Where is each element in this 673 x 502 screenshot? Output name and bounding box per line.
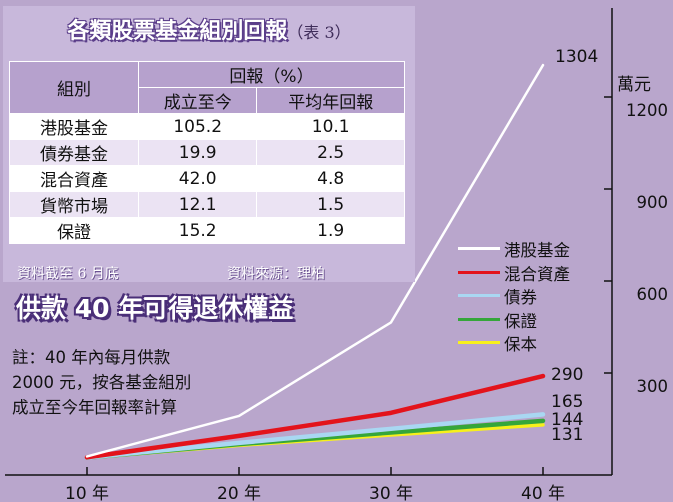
series-line (84, 373, 546, 460)
note-date: 資料截至 6 月底 (17, 266, 119, 282)
row-annual-return: 4.8 (256, 165, 405, 192)
row-since-inception: 19.9 (137, 139, 258, 166)
series-end-label: 165 (551, 392, 584, 413)
row-since-inception: 105.2 (137, 113, 258, 140)
y-tick-label: 900 (636, 193, 669, 212)
table-row: 貨幣市場 12.1 1.5 (9, 191, 405, 218)
table-row: 混合資產 42.0 4.8 (9, 165, 405, 192)
headline: 供款 40 年可得退休權益 (16, 294, 294, 323)
series-line (84, 412, 546, 460)
row-category: 保證 (9, 217, 139, 244)
table-body: 港股基金 105.2 10.1 債券基金 19.9 2.5 混合資產 42.0 4.8 貨幣市場 1… (9, 113, 405, 244)
x-tick-label: 10 年 (65, 484, 110, 502)
row-category: 債券基金 (9, 139, 139, 166)
legend-label: 保證 (504, 311, 537, 331)
footnote-line-3: 成立至今年回報率計算 (12, 398, 177, 417)
row-since-inception: 12.1 (137, 191, 258, 218)
footnote-line-2: 2000 元，按各基金組別 (12, 373, 192, 392)
legend-label: 債券 (504, 288, 537, 307)
legend-swatch (458, 341, 500, 344)
table-title-text: 各類股票基金組別回報 (67, 19, 288, 44)
legend-swatch (458, 317, 500, 321)
x-tick-label: 20 年 (217, 484, 262, 502)
header-return: 回報（%） (138, 61, 405, 88)
y-tick-label: 600 (636, 285, 669, 304)
legend-label: 混合資產 (504, 264, 570, 284)
series-end-label: 131 (551, 424, 584, 445)
x-tick-label: 30 年 (369, 484, 414, 502)
row-category: 混合資產 (9, 165, 139, 192)
series-end-label: 290 (551, 365, 584, 386)
table-title-sub: （表 3） (287, 23, 351, 42)
row-since-inception: 42.0 (137, 165, 258, 192)
footnote-line-1: 註：40 年內每月供款 (12, 348, 171, 367)
row-since-inception: 15.2 (137, 217, 258, 244)
y-tick-label: 1200 (626, 101, 668, 120)
y-unit-label: 萬元 (617, 75, 651, 95)
header-category: 組別 (9, 61, 139, 114)
legend-label: 保本 (504, 335, 537, 354)
series-end-label: 144 (551, 409, 584, 430)
row-annual-return: 1.9 (256, 217, 405, 244)
legend-swatch (458, 294, 500, 297)
row-annual-return: 2.5 (256, 139, 405, 166)
row-annual-return: 1.5 (256, 191, 405, 218)
row-annual-return: 10.1 (256, 113, 405, 140)
y-tick-label: 300 (636, 377, 669, 396)
table-row: 保證 15.2 1.9 (9, 217, 405, 244)
legend-swatch (458, 270, 500, 274)
row-category: 貨幣市場 (9, 191, 139, 218)
series-lines (84, 63, 546, 460)
series-line (85, 63, 545, 458)
x-ticks (86, 467, 544, 475)
x-tick-label: 40 年 (521, 484, 566, 502)
row-category: 港股基金 (9, 113, 139, 140)
table-title: 各類股票基金組別回報（表 3） (3, 13, 415, 45)
returns-table: 組別 回報（%） 成立至今 平均年回報 港股基金 105.2 10.1 債券基金 19.… (9, 61, 405, 244)
note-source: 資料來源：理柏 (227, 266, 325, 282)
table-row: 債券基金 19.9 2.5 (9, 139, 405, 166)
footnote: 註：40 年內每月供款 2000 元，按各基金組別 成立至今年回報率計算 (12, 345, 262, 420)
table-row: 港股基金 105.2 10.1 (9, 113, 405, 140)
returns-table-panel: 各類股票基金組別回報（表 3） 組別 回報（%） 成立至今 平均年回報 港股基金… (3, 6, 415, 282)
legend-swatch (458, 247, 500, 250)
series-end-label: 1304 (555, 47, 599, 68)
y-ticks (604, 96, 612, 374)
legend-label: 港股基金 (504, 241, 570, 260)
header-since-inception: 成立至今 (137, 87, 258, 114)
table-note: 資料截至 6 月底 資料來源：理柏 (17, 263, 407, 283)
header-annual-return: 平均年回報 (256, 87, 405, 114)
